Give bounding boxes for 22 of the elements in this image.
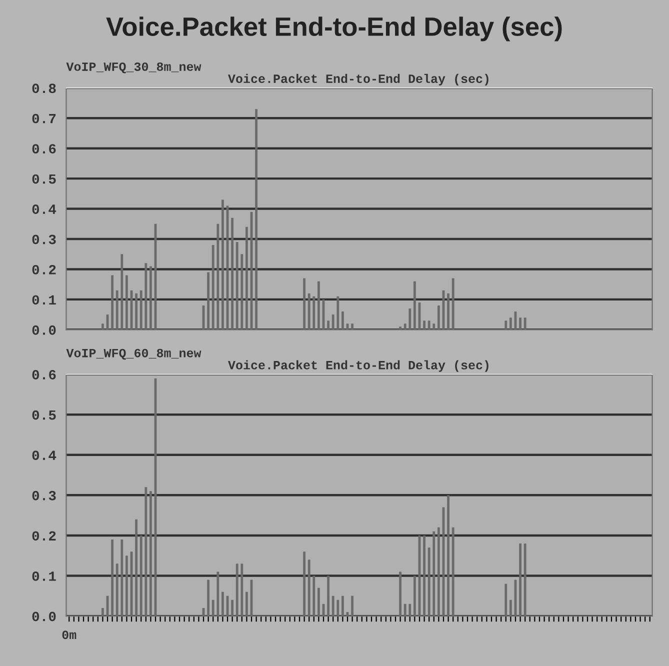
x-tick-label: 0m: [62, 630, 76, 640]
y-tick-label: 0.8: [32, 84, 56, 94]
y-tick-label: 0.5: [32, 174, 56, 184]
chart-subtitle: Voice.Packet End-to-End Delay (sec): [228, 360, 488, 372]
chart-title: VoIP_WFQ_60_8m_new: [66, 348, 202, 360]
y-tick-label: 0.1: [32, 572, 56, 581]
y-tick-label: 0.0: [32, 325, 56, 335]
chart-title: VoIP_WFQ_30_8m_new: [66, 62, 202, 74]
y-tick-label: 0.4: [32, 450, 56, 460]
y-tick-label: 0.3: [32, 234, 56, 244]
y-tick-label: 0.6: [32, 370, 56, 380]
y-tick-label: 0.3: [32, 490, 56, 500]
y-tick-label: 0.0: [32, 612, 56, 622]
y-tick-label: 0.7: [32, 114, 56, 124]
y-tick-label: 0.1: [32, 295, 56, 305]
y-tick-label: 0.4: [32, 204, 56, 214]
y-tick-label: 0.2: [32, 531, 56, 541]
chart-subtitle: Voice.Packet End-to-End Delay (sec): [228, 74, 488, 86]
y-tick-label: 0.2: [32, 264, 56, 274]
y-tick-label: 0.5: [32, 410, 56, 420]
y-tick-label: 0.6: [32, 144, 56, 154]
text: Voice.Packet End-to-End Delay (sec): [106, 16, 562, 42]
